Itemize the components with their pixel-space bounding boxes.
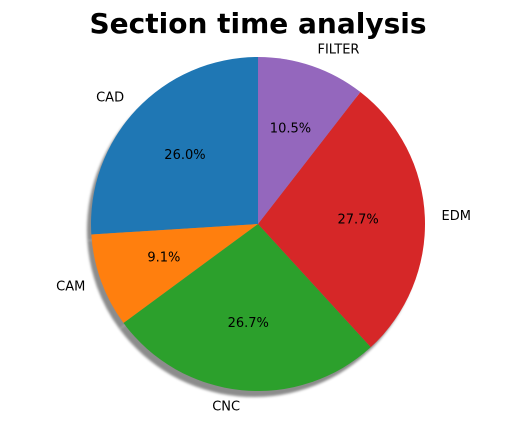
wedge-cnc bbox=[123, 224, 371, 391]
wedge-edm bbox=[258, 92, 426, 348]
percent-label-filter: 10.5% bbox=[270, 122, 311, 137]
category-label-edm: EDM bbox=[442, 209, 471, 224]
percent-label-edm: 27.7% bbox=[337, 212, 378, 227]
pie-wedges bbox=[91, 57, 426, 391]
category-label-cad: CAD bbox=[96, 91, 124, 106]
percent-label-cam: 9.1% bbox=[147, 251, 180, 266]
category-label-filter: FILTER bbox=[318, 43, 360, 58]
pie-labels: CAD 26.0% CAM 9.1% CNC 26.7% EDM 27.7% FILTER 10.… bbox=[56, 43, 471, 415]
category-label-cnc: CNC bbox=[212, 399, 240, 414]
wedge-cam bbox=[91, 224, 259, 324]
percent-label-cad: 26.0% bbox=[164, 148, 205, 163]
wedge-filter bbox=[258, 57, 361, 224]
wedge-cad bbox=[91, 57, 258, 235]
category-label-cam: CAM bbox=[56, 279, 85, 294]
percent-label-cnc: 26.7% bbox=[228, 316, 269, 331]
chart-title: Section time analysis bbox=[89, 7, 426, 40]
